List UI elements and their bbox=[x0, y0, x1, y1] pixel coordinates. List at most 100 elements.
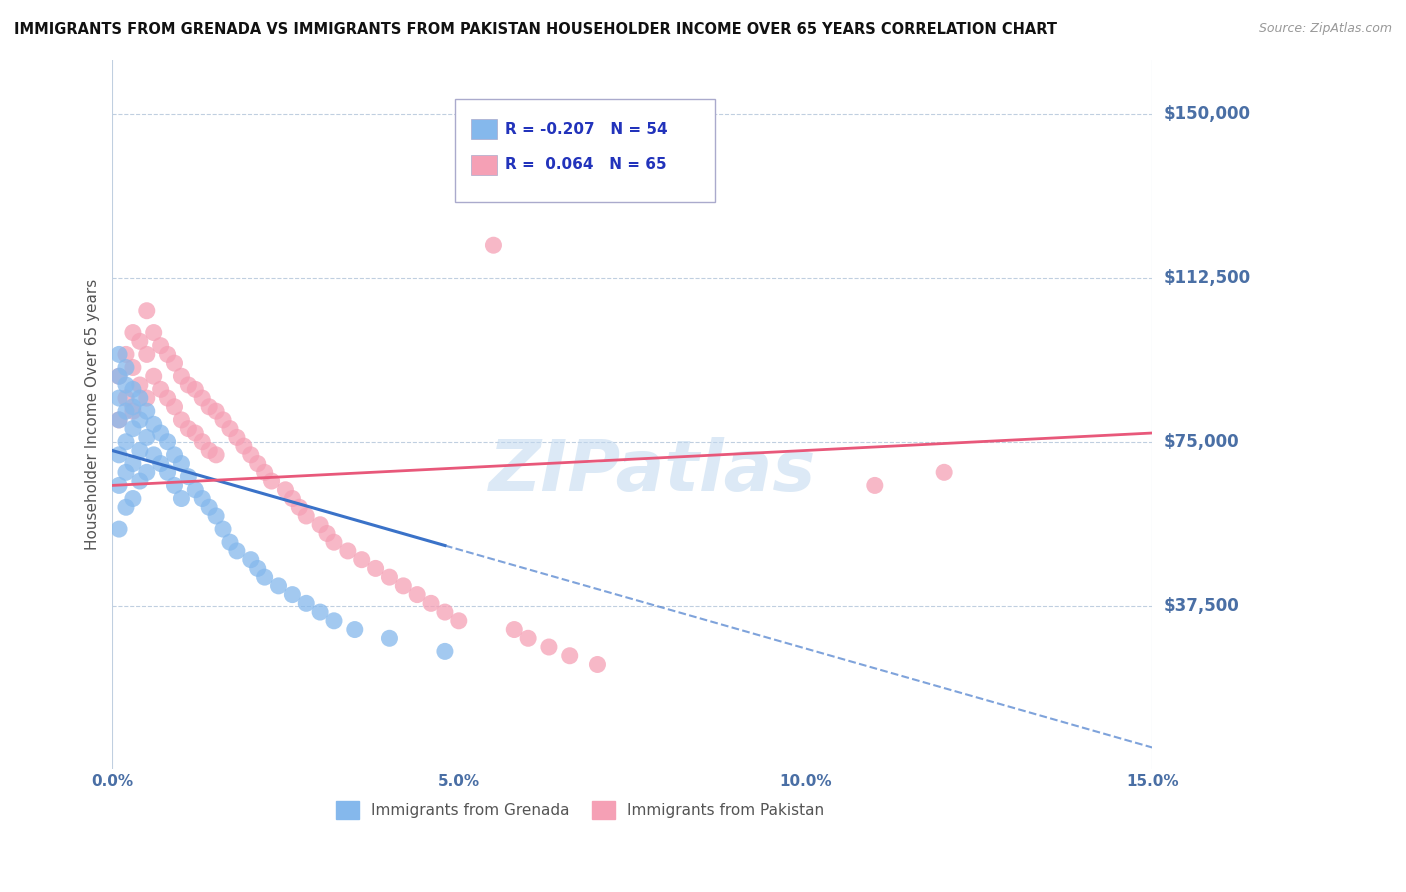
Point bbox=[239, 552, 262, 566]
Point bbox=[433, 605, 456, 619]
Point bbox=[378, 570, 401, 584]
Point bbox=[461, 151, 484, 165]
Point bbox=[142, 369, 165, 384]
Point bbox=[537, 640, 560, 654]
Point bbox=[343, 623, 366, 637]
Point bbox=[142, 417, 165, 432]
Point bbox=[198, 500, 221, 515]
Point bbox=[156, 347, 179, 361]
Point bbox=[239, 448, 262, 462]
Point bbox=[281, 588, 304, 602]
Point bbox=[934, 466, 956, 480]
Point bbox=[586, 657, 609, 672]
Point bbox=[226, 544, 249, 558]
Point bbox=[122, 457, 145, 471]
Point bbox=[163, 448, 186, 462]
Point bbox=[122, 404, 145, 418]
Point bbox=[115, 378, 138, 392]
Point bbox=[122, 400, 145, 414]
Point bbox=[350, 552, 373, 566]
Point bbox=[212, 413, 235, 427]
Point bbox=[281, 491, 304, 506]
Text: R =  0.064   N = 65: R = 0.064 N = 65 bbox=[505, 157, 666, 172]
Point bbox=[191, 491, 214, 506]
Point bbox=[135, 466, 157, 480]
Point bbox=[177, 469, 200, 483]
Point bbox=[863, 478, 886, 492]
Point bbox=[323, 614, 346, 628]
Point bbox=[316, 526, 339, 541]
Point bbox=[135, 347, 157, 361]
Point bbox=[128, 334, 150, 349]
Point bbox=[156, 434, 179, 449]
Point bbox=[274, 483, 297, 497]
Point bbox=[323, 535, 346, 549]
Point bbox=[447, 614, 470, 628]
Point bbox=[163, 478, 186, 492]
Point bbox=[163, 400, 186, 414]
Point bbox=[378, 632, 401, 646]
Point bbox=[122, 382, 145, 396]
Point bbox=[128, 443, 150, 458]
Point bbox=[122, 491, 145, 506]
Point bbox=[156, 391, 179, 405]
Point bbox=[135, 303, 157, 318]
Point bbox=[558, 648, 581, 663]
Point bbox=[108, 413, 131, 427]
Point bbox=[177, 378, 200, 392]
Point bbox=[198, 400, 221, 414]
Point bbox=[149, 425, 172, 440]
Point bbox=[288, 500, 311, 515]
Point bbox=[295, 508, 318, 523]
Point bbox=[128, 474, 150, 488]
Point bbox=[191, 434, 214, 449]
Point bbox=[115, 360, 138, 375]
Point bbox=[246, 561, 269, 575]
Point bbox=[108, 347, 131, 361]
FancyBboxPatch shape bbox=[471, 154, 496, 175]
Point bbox=[115, 500, 138, 515]
Point bbox=[226, 430, 249, 444]
Point bbox=[309, 517, 332, 532]
Point bbox=[198, 443, 221, 458]
Point bbox=[128, 391, 150, 405]
Point bbox=[170, 413, 193, 427]
Point bbox=[108, 448, 131, 462]
Point bbox=[170, 369, 193, 384]
Point bbox=[267, 579, 290, 593]
Text: $75,000: $75,000 bbox=[1163, 433, 1239, 450]
Point bbox=[212, 522, 235, 536]
Point bbox=[115, 404, 138, 418]
FancyBboxPatch shape bbox=[456, 99, 716, 202]
Point bbox=[108, 522, 131, 536]
Point bbox=[108, 413, 131, 427]
Point bbox=[108, 369, 131, 384]
Point bbox=[205, 508, 228, 523]
Point bbox=[219, 535, 242, 549]
Point bbox=[115, 434, 138, 449]
Point bbox=[219, 422, 242, 436]
Point bbox=[108, 478, 131, 492]
Point bbox=[149, 382, 172, 396]
Point bbox=[517, 632, 540, 646]
Point bbox=[122, 360, 145, 375]
Text: $150,000: $150,000 bbox=[1163, 105, 1250, 123]
Point bbox=[246, 457, 269, 471]
Point bbox=[406, 588, 429, 602]
Point bbox=[336, 544, 359, 558]
Point bbox=[205, 404, 228, 418]
Point bbox=[122, 422, 145, 436]
Point bbox=[191, 391, 214, 405]
Point bbox=[170, 457, 193, 471]
Text: R = -0.207   N = 54: R = -0.207 N = 54 bbox=[505, 121, 668, 136]
Point bbox=[392, 579, 415, 593]
Point bbox=[433, 644, 456, 658]
Point bbox=[177, 422, 200, 436]
Point bbox=[295, 596, 318, 610]
FancyBboxPatch shape bbox=[471, 120, 496, 139]
Text: $37,500: $37,500 bbox=[1163, 597, 1239, 615]
Y-axis label: Householder Income Over 65 years: Householder Income Over 65 years bbox=[86, 279, 100, 550]
Point bbox=[309, 605, 332, 619]
Point bbox=[149, 339, 172, 353]
Point bbox=[135, 391, 157, 405]
